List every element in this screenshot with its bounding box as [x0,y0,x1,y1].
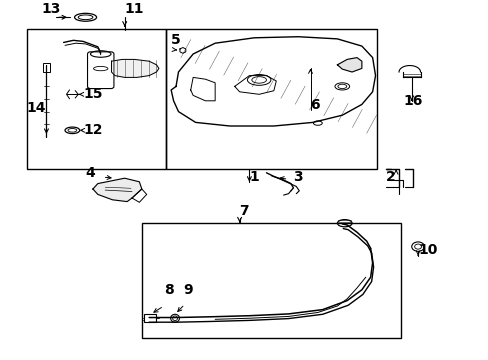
Text: 16: 16 [403,94,422,108]
Bar [166,29,376,169]
Polygon shape [111,59,159,77]
Text: 12: 12 [83,123,102,137]
Text: 11: 11 [124,2,144,16]
Text: 15: 15 [83,87,102,101]
Bar [27,29,166,169]
Text: 7: 7 [239,204,249,218]
Text: 6: 6 [310,98,320,112]
Text: 3: 3 [293,170,303,184]
Text: 8: 8 [163,283,173,297]
Polygon shape [337,58,361,72]
Text: 14: 14 [27,101,46,115]
Bar [142,223,400,338]
Bar [144,314,156,322]
Text: 10: 10 [417,243,437,257]
Polygon shape [93,178,142,202]
Text: 1: 1 [249,170,259,184]
Text: 5: 5 [171,33,181,47]
Text: 9: 9 [183,283,193,297]
Text: 2: 2 [386,170,395,184]
Text: 4: 4 [85,166,95,180]
Text: 13: 13 [41,2,61,16]
Bar [42,63,50,72]
